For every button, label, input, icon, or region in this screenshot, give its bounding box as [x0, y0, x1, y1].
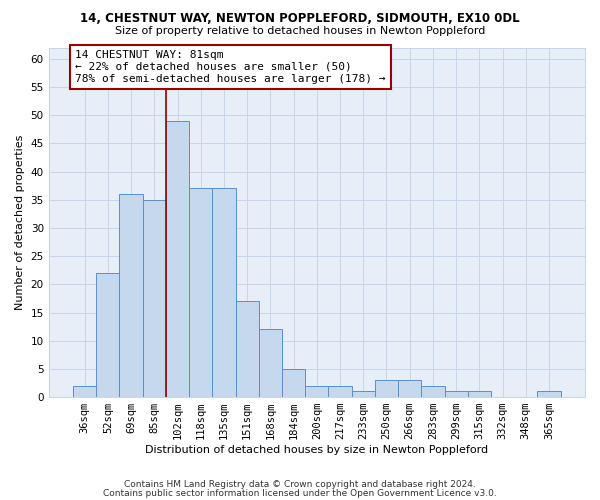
Bar: [468, 392, 491, 397]
Bar: [236, 301, 259, 397]
X-axis label: Distribution of detached houses by size in Newton Poppleford: Distribution of detached houses by size …: [145, 445, 488, 455]
Text: Contains HM Land Registry data © Crown copyright and database right 2024.: Contains HM Land Registry data © Crown c…: [124, 480, 476, 489]
Bar: [398, 380, 421, 397]
Bar: [375, 380, 398, 397]
Bar: [189, 188, 212, 397]
Bar: [445, 392, 468, 397]
Bar: [212, 188, 236, 397]
Bar: [421, 386, 445, 397]
Bar: [305, 386, 328, 397]
Bar: [352, 392, 375, 397]
Text: 14 CHESTNUT WAY: 81sqm
← 22% of detached houses are smaller (50)
78% of semi-det: 14 CHESTNUT WAY: 81sqm ← 22% of detached…: [76, 50, 386, 84]
Text: Size of property relative to detached houses in Newton Poppleford: Size of property relative to detached ho…: [115, 26, 485, 36]
Text: Contains public sector information licensed under the Open Government Licence v3: Contains public sector information licen…: [103, 490, 497, 498]
Bar: [96, 273, 119, 397]
Bar: [143, 200, 166, 397]
Bar: [328, 386, 352, 397]
Bar: [259, 330, 282, 397]
Bar: [73, 386, 96, 397]
Text: 14, CHESTNUT WAY, NEWTON POPPLEFORD, SIDMOUTH, EX10 0DL: 14, CHESTNUT WAY, NEWTON POPPLEFORD, SID…: [80, 12, 520, 26]
Bar: [538, 392, 560, 397]
Bar: [119, 194, 143, 397]
Y-axis label: Number of detached properties: Number of detached properties: [15, 134, 25, 310]
Bar: [282, 369, 305, 397]
Bar: [166, 121, 189, 397]
